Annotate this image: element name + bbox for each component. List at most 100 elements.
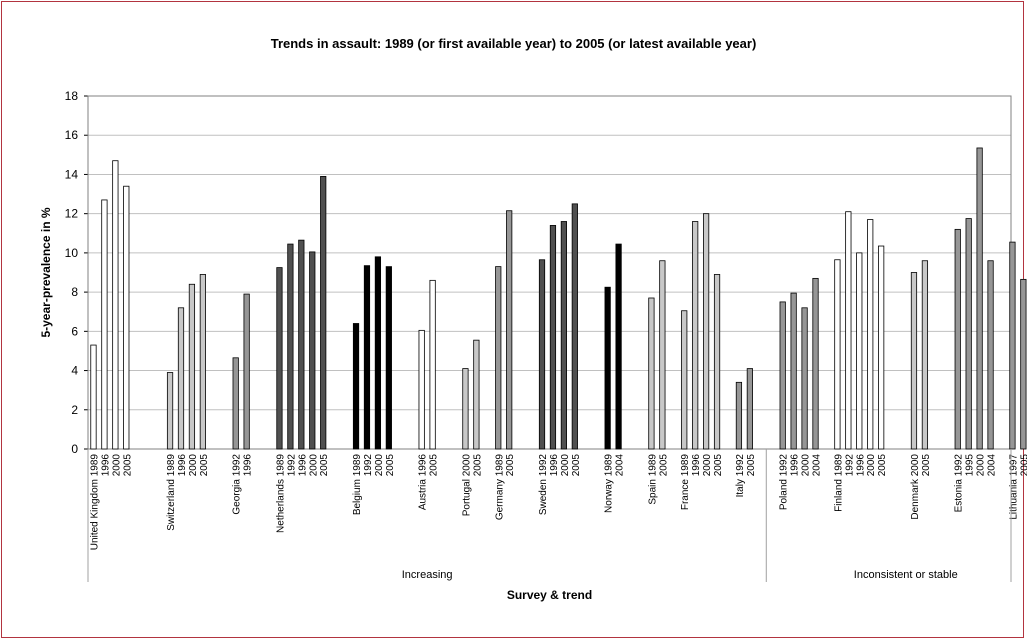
- country-label: Italy: [735, 479, 746, 497]
- country-label: Netherlands: [275, 479, 286, 533]
- year-label: 1989: [604, 454, 615, 477]
- bar: [429, 279, 436, 450]
- x-tick-label: 2000: [976, 454, 987, 477]
- x-tick-label: 1996: [790, 454, 801, 477]
- x-tick-label: United Kingdom 1989: [89, 454, 100, 551]
- bar: [867, 219, 874, 450]
- country-label: Norway: [604, 479, 615, 513]
- x-tick-label: 2005: [122, 454, 133, 477]
- bar: [495, 266, 502, 450]
- x-tick-label: 1995: [965, 454, 976, 477]
- bar: [112, 160, 119, 450]
- year-label: 2005: [713, 454, 724, 477]
- bar: [976, 147, 983, 450]
- x-tick-label: Belgium 1989: [352, 454, 363, 516]
- x-tick-label: 1992: [844, 454, 855, 477]
- x-tick-label: Spain 1989: [647, 454, 658, 505]
- x-tick-label: 2000: [111, 454, 122, 477]
- x-tick-label: Switzerland 1989: [166, 454, 177, 531]
- country-label: United Kingdom: [89, 479, 100, 550]
- bar: [101, 199, 108, 450]
- bar: [90, 344, 97, 450]
- chart-title: Trends in assault: 1989 (or first availa…: [270, 36, 757, 51]
- year-label: 1992: [954, 454, 965, 477]
- bar: [713, 274, 721, 450]
- year-label: 1996: [177, 454, 188, 477]
- x-tick-label: 2005: [385, 454, 396, 477]
- country-label: Poland: [779, 479, 790, 510]
- x-tick-label: 1992: [363, 454, 374, 477]
- x-tick-label: 2005: [877, 454, 888, 477]
- bar: [363, 265, 371, 450]
- year-label: 1992: [538, 454, 549, 477]
- country-label: Austria: [418, 479, 429, 511]
- y-tick-label: 12: [65, 207, 79, 221]
- year-label: 1996: [100, 454, 111, 477]
- bar: [703, 213, 710, 450]
- year-label: 2005: [1019, 454, 1027, 477]
- bar: [549, 225, 557, 450]
- bar: [166, 372, 174, 450]
- bar: [571, 203, 578, 450]
- year-label: 1989: [680, 454, 691, 477]
- bar: [801, 307, 808, 450]
- year-label: 1989: [275, 454, 286, 477]
- x-tick-label: 1996: [243, 454, 254, 477]
- bar: [779, 301, 786, 450]
- year-label: 2000: [188, 454, 199, 477]
- x-tick-label: 2005: [921, 454, 932, 477]
- year-label: 2005: [746, 454, 757, 477]
- x-tick-label: Germany 1989: [494, 454, 505, 521]
- x-tick-label: 2005: [472, 454, 483, 477]
- year-label: 1992: [286, 454, 297, 477]
- bar: [648, 297, 655, 450]
- bar: [659, 260, 666, 450]
- y-tick-label: 18: [65, 89, 79, 103]
- year-label: 2000: [910, 454, 921, 477]
- bar: [878, 245, 885, 450]
- bar: [320, 176, 327, 450]
- bar: [352, 323, 360, 450]
- country-label: Germany: [494, 479, 505, 520]
- bar: [298, 239, 305, 450]
- bar: [746, 368, 753, 450]
- bar: [177, 307, 185, 450]
- year-label: 1996: [691, 454, 702, 477]
- country-label: Lithuania: [1008, 479, 1019, 520]
- bar: [418, 329, 425, 450]
- year-label: 2000: [308, 454, 319, 477]
- bar: [1009, 241, 1016, 450]
- country-label: Belgium: [352, 479, 363, 515]
- bar: [790, 292, 797, 450]
- bar: [681, 310, 688, 450]
- year-label: 1989: [647, 454, 658, 477]
- x-tick-label: 2005: [1019, 454, 1027, 477]
- x-tick-label: Portugal 2000: [461, 454, 472, 517]
- year-label: 1989: [352, 454, 363, 477]
- bar: [385, 266, 392, 450]
- year-label: 2005: [658, 454, 669, 477]
- bar: [910, 272, 918, 450]
- x-tick-label: 2000: [560, 454, 571, 477]
- x-tick-label: 2005: [505, 454, 516, 477]
- year-label: 1996: [549, 454, 560, 477]
- country-label: Finland: [833, 479, 844, 512]
- year-label: 1992: [735, 454, 746, 477]
- bar: [243, 293, 250, 450]
- y-tick-label: 8: [71, 285, 78, 299]
- x-tick-label: 2000: [801, 454, 812, 477]
- y-tick-label: 10: [65, 246, 79, 260]
- year-label: 1989: [89, 454, 100, 477]
- bar: [188, 283, 196, 450]
- bar: [812, 277, 819, 450]
- x-tick-label: 2000: [702, 454, 713, 477]
- year-label: 2005: [505, 454, 516, 477]
- country-label: Portugal: [461, 479, 472, 516]
- year-label: 1997: [1008, 454, 1019, 477]
- year-label: 2005: [877, 454, 888, 477]
- bar: [965, 218, 972, 450]
- year-label: 2000: [374, 454, 385, 477]
- bar: [199, 274, 206, 450]
- bar: [462, 368, 469, 450]
